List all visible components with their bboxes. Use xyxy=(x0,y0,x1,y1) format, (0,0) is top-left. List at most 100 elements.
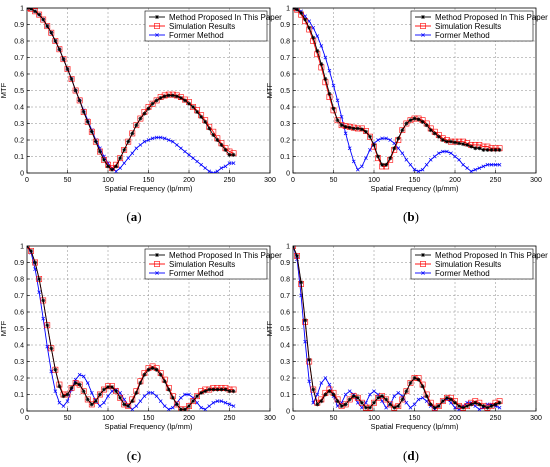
data-point-former-method xyxy=(203,166,208,170)
data-point-method-proposed-in-this-paper xyxy=(134,123,139,128)
data-point-former-method xyxy=(335,98,340,103)
data-point-method-proposed-in-this-paper xyxy=(372,400,376,405)
data-point-method-proposed-in-this-paper xyxy=(315,48,320,53)
data-point-simulation-results xyxy=(334,117,341,124)
legend-marker-method-proposed-in-this-paper xyxy=(421,15,425,19)
data-point-former-method xyxy=(223,164,228,169)
data-point-method-proposed-in-this-paper xyxy=(146,106,151,111)
data-point-simulation-results xyxy=(379,393,385,400)
legend-marker-former-method xyxy=(155,271,159,275)
data-point-method-proposed-in-this-paper xyxy=(440,399,445,404)
data-point-method-proposed-in-this-paper xyxy=(416,117,421,122)
y-tick-label: 0.4 xyxy=(14,105,24,112)
data-point-method-proposed-in-this-paper xyxy=(408,118,413,123)
x-tick-label: 150 xyxy=(409,415,421,422)
data-point-former-method xyxy=(449,400,453,405)
data-point-former-method xyxy=(179,395,183,400)
data-point-former-method xyxy=(497,405,502,410)
series-line-simulation-results xyxy=(293,8,500,167)
data-point-former-method xyxy=(477,407,482,411)
y-tick-label: 0.6 xyxy=(280,310,290,317)
data-point-former-method xyxy=(368,148,372,152)
data-point-simulation-results xyxy=(36,11,43,18)
data-point-former-method xyxy=(195,159,199,164)
x-tick-label: 250 xyxy=(490,415,502,422)
data-point-method-proposed-in-this-paper xyxy=(315,402,320,407)
data-point-method-proposed-in-this-paper xyxy=(27,8,29,10)
data-point-method-proposed-in-this-paper xyxy=(106,164,110,169)
data-point-former-method xyxy=(343,392,348,397)
data-point-method-proposed-in-this-paper xyxy=(49,30,54,35)
data-point-method-proposed-in-this-paper xyxy=(231,389,236,394)
y-tick-label: 0.7 xyxy=(14,55,24,62)
data-point-former-method xyxy=(191,156,195,160)
x-tick-label: 150 xyxy=(143,177,155,184)
data-point-former-method xyxy=(187,153,191,157)
data-point-former-method xyxy=(392,141,397,146)
data-point-simulation-results xyxy=(153,97,160,104)
data-point-method-proposed-in-this-paper xyxy=(457,141,462,146)
data-point-simulation-results xyxy=(443,394,450,401)
data-point-simulation-results xyxy=(395,403,402,409)
data-point-method-proposed-in-this-paper xyxy=(303,318,308,323)
data-point-method-proposed-in-this-paper xyxy=(481,147,486,152)
data-point-method-proposed-in-this-paper xyxy=(359,127,364,132)
data-point-simulation-results xyxy=(375,394,381,401)
chart-panel-d: 0 50 100 150 200 250 300 0 0.1 0.2 0.3 0.4 0.5 0.6 0.7… xyxy=(265,244,548,432)
legend: Method Proposed In This PaperSimulation … xyxy=(410,10,548,42)
data-point-method-proposed-in-this-paper xyxy=(37,12,42,17)
data-point-former-method xyxy=(102,400,106,405)
data-point-former-method xyxy=(311,25,316,30)
data-point-former-method xyxy=(158,399,163,403)
data-point-former-method xyxy=(211,400,216,405)
y-tick-label: 0.2 xyxy=(14,376,24,383)
data-point-former-method xyxy=(465,400,469,405)
data-point-former-method xyxy=(81,374,86,379)
data-point-former-method xyxy=(424,399,429,403)
data-point-former-method xyxy=(134,404,139,408)
legend-label-former-method: Former Method xyxy=(169,31,224,40)
data-point-method-proposed-in-this-paper xyxy=(53,39,58,43)
data-point-simulation-results xyxy=(92,138,99,145)
x-tick-label: 150 xyxy=(143,415,155,422)
legend-label-former-method: Former Method xyxy=(169,269,224,278)
data-point-method-proposed-in-this-paper xyxy=(311,387,316,392)
data-point-method-proposed-in-this-paper xyxy=(424,394,429,399)
data-point-former-method xyxy=(347,389,352,394)
data-point-former-method xyxy=(199,162,203,167)
data-point-method-proposed-in-this-paper xyxy=(178,407,183,411)
data-point-method-proposed-in-this-paper xyxy=(295,253,300,258)
legend-box xyxy=(410,10,534,42)
data-point-method-proposed-in-this-paper xyxy=(327,389,332,394)
data-point-former-method xyxy=(323,55,328,60)
data-point-former-method xyxy=(408,162,413,167)
data-point-method-proposed-in-this-paper xyxy=(182,407,187,411)
data-point-method-proposed-in-this-paper xyxy=(319,62,324,67)
data-point-method-proposed-in-this-paper xyxy=(461,405,466,410)
data-point-method-proposed-in-this-paper xyxy=(384,162,389,167)
x-axis-label: Spatial Frequency (lp/mm) xyxy=(371,184,459,193)
data-point-simulation-results xyxy=(60,56,67,63)
data-point-method-proposed-in-this-paper xyxy=(231,152,236,157)
data-point-simulation-results xyxy=(190,104,196,110)
data-point-former-method xyxy=(457,157,461,162)
data-point-method-proposed-in-this-paper xyxy=(485,147,490,152)
data-point-former-method xyxy=(41,316,46,321)
data-point-simulation-results xyxy=(97,391,103,398)
data-point-former-method xyxy=(142,394,147,398)
data-point-simulation-results xyxy=(371,399,377,406)
data-point-former-method xyxy=(158,135,163,140)
x-tick-label: 150 xyxy=(409,177,421,184)
data-point-method-proposed-in-this-paper xyxy=(355,395,360,400)
data-point-simulation-results xyxy=(36,276,43,282)
data-point-former-method xyxy=(223,400,228,405)
data-point-former-method xyxy=(73,377,78,382)
data-point-method-proposed-in-this-paper xyxy=(223,387,228,392)
data-point-former-method xyxy=(315,34,320,38)
data-point-simulation-results xyxy=(186,403,192,409)
data-point-method-proposed-in-this-paper xyxy=(293,246,295,248)
data-point-method-proposed-in-this-paper xyxy=(158,95,163,100)
data-point-method-proposed-in-this-paper xyxy=(138,380,143,385)
data-point-former-method xyxy=(327,68,332,73)
data-point-method-proposed-in-this-paper xyxy=(219,387,224,392)
